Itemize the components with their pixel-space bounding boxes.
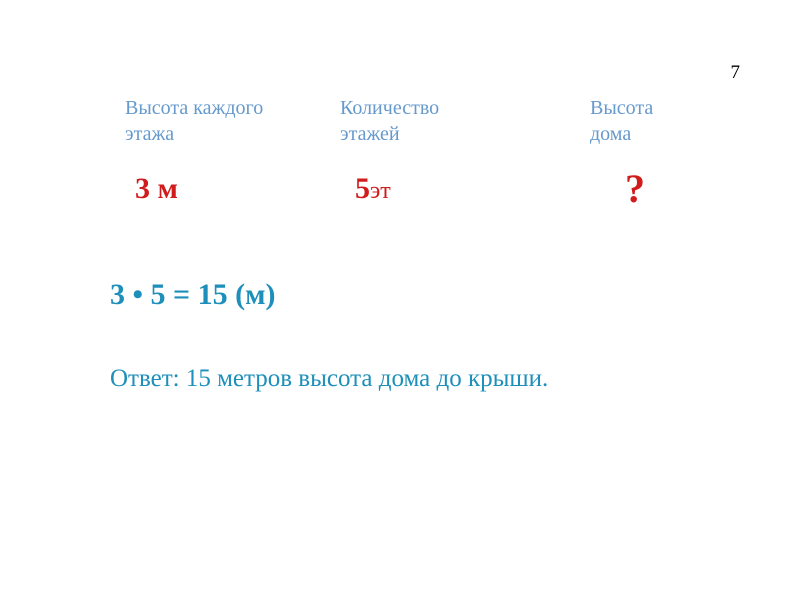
table-values: 3 м 5эт ? [125, 165, 720, 212]
table-headers: Высота каждого этажа Количество этажей В… [125, 95, 720, 147]
formula: 3 • 5 = 15 (м) [110, 278, 276, 312]
header-house-height: Высота дома [590, 95, 653, 147]
page-number: 7 [731, 62, 741, 84]
header-text: дома [590, 123, 631, 145]
value-house-height-unknown: ? [590, 165, 645, 212]
value-floor-count: 5эт [340, 172, 590, 206]
header-floor-height: Высота каждого этажа [125, 95, 340, 147]
header-text: Количество [340, 97, 439, 119]
answer-text: Ответ: 15 метров высота дома до крыши. [110, 365, 548, 393]
header-text: Высота [590, 97, 653, 119]
header-floor-count: Количество этажей [340, 95, 590, 147]
header-text: этажей [340, 123, 400, 145]
header-text: Высота каждого [125, 97, 263, 119]
header-text: этажа [125, 123, 174, 145]
value-number: 5 [355, 172, 370, 205]
value-floor-height: 3 м [125, 172, 340, 206]
value-suffix: эт [370, 178, 391, 204]
